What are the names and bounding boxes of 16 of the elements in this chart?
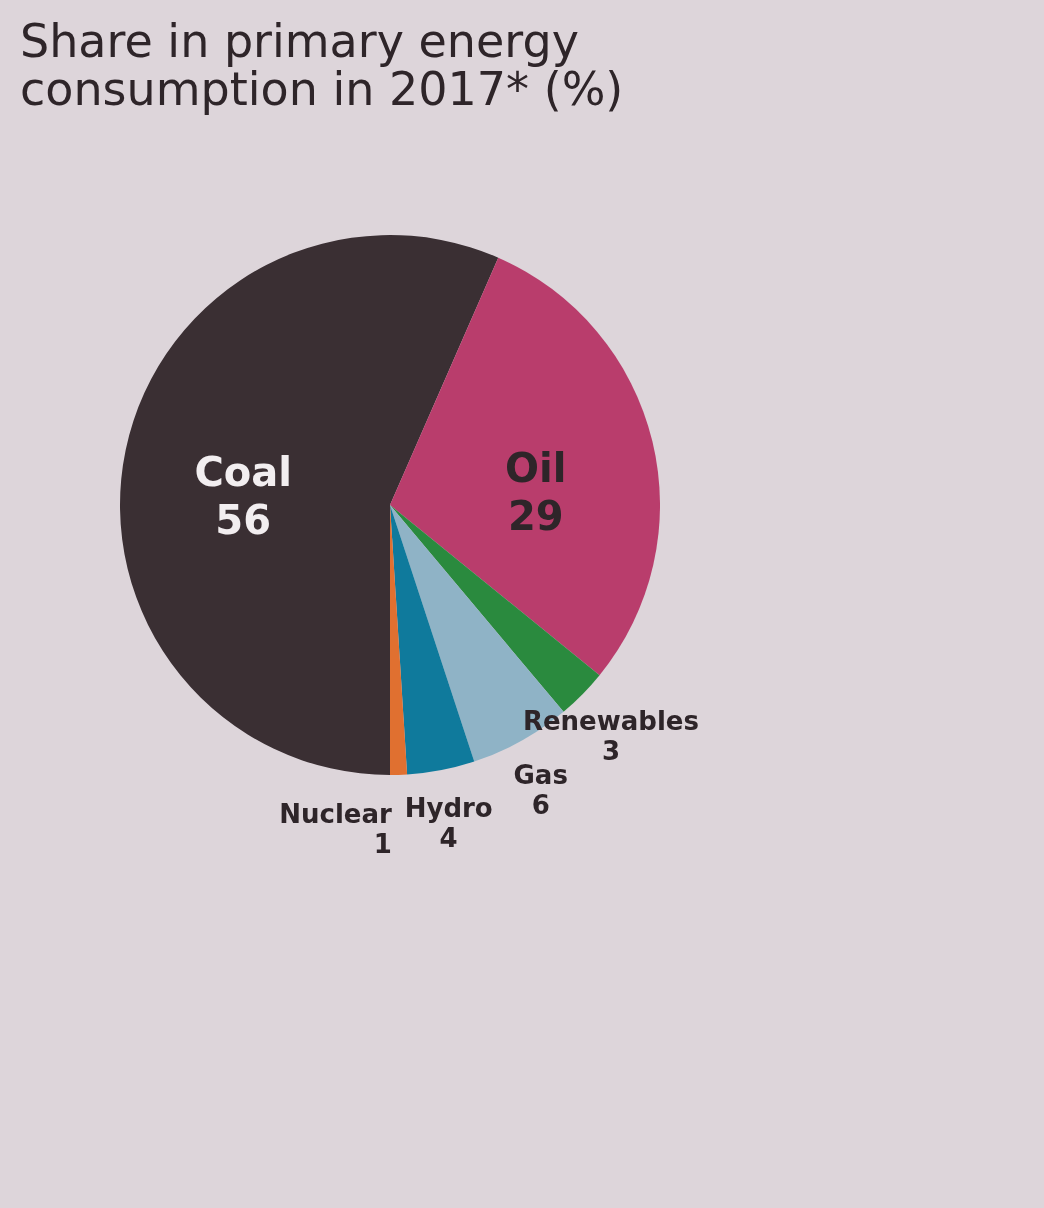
slice-label: Hydro [404, 793, 493, 824]
slice-label: Gas [513, 759, 568, 790]
data-label: 6 [531, 789, 550, 820]
data-label: 1 [373, 828, 392, 859]
slice-label: Renewables [522, 706, 699, 737]
data-label: 56 [215, 497, 272, 544]
data-label: 4 [439, 823, 458, 854]
pie-slice [120, 235, 499, 775]
chart-title: Share in primary energy consumption in 2017* (%) [20, 14, 624, 116]
slice-label: Oil [505, 444, 567, 491]
pie-slice [390, 505, 475, 775]
pie-slice [390, 257, 660, 676]
data-label: 3 [601, 736, 620, 767]
data-label: 29 [507, 492, 564, 539]
slice-label: Coal [194, 449, 292, 496]
slice-label: Nuclear [279, 798, 392, 829]
